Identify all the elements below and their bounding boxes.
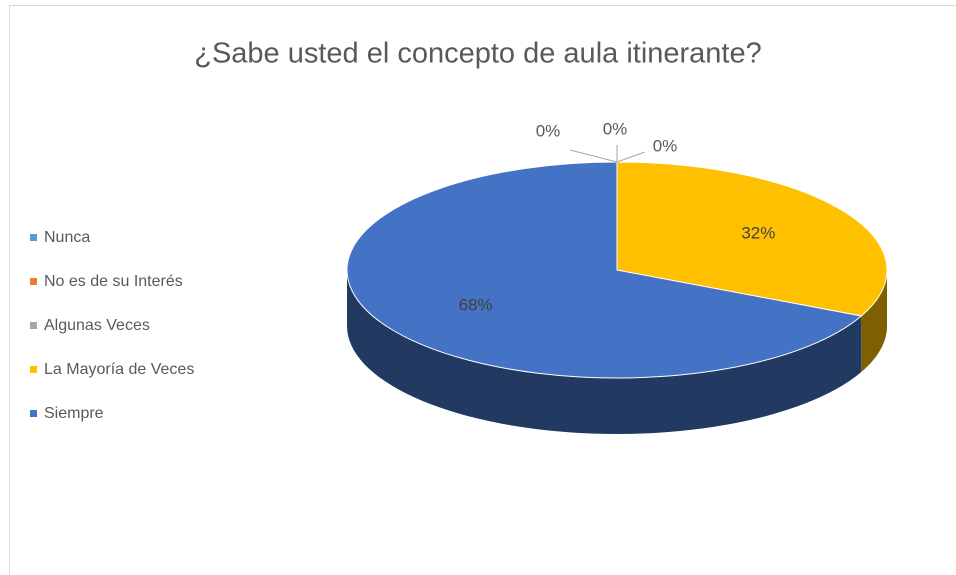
legend-swatch: [30, 322, 37, 329]
data-label: 0%: [603, 119, 628, 138]
chart-title: ¿Sabe usted el concepto de aula itineran…: [194, 38, 762, 70]
legend-label: No es de su Interés: [44, 273, 183, 290]
legend-swatch: [30, 234, 37, 241]
legend-swatch: [30, 278, 37, 285]
legend-swatch: [30, 410, 37, 417]
legend-swatch: [30, 366, 37, 373]
slice: [616, 161, 888, 317]
legend-label: Algunas Veces: [44, 317, 150, 334]
data-label: 0%: [653, 136, 678, 155]
slice-side: [347, 270, 862, 434]
data-label: 68%: [459, 295, 493, 314]
legend-label: La Mayoría de Veces: [44, 361, 194, 378]
slice-side: [861, 270, 887, 372]
data-label: 32%: [741, 224, 775, 243]
leader-line: [616, 151, 646, 163]
slice: [346, 161, 863, 379]
leader-line: [569, 149, 618, 163]
data-label: 0%: [536, 121, 561, 140]
legend-label: Siempre: [44, 405, 104, 422]
legend-label: Nunca: [44, 229, 90, 246]
